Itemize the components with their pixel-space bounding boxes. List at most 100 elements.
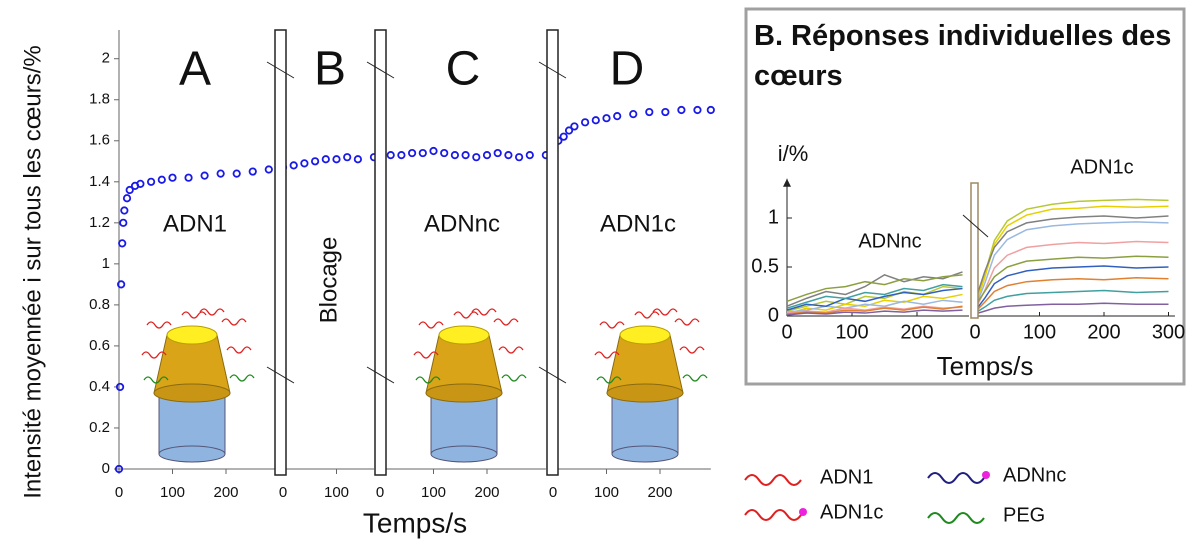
data-point — [321, 155, 330, 164]
x-tick-label: 100 — [421, 484, 446, 501]
y-tick-label: 1.8 — [89, 91, 110, 108]
y-tick-label: 1.2 — [89, 214, 110, 231]
x-tick-label: 0 — [279, 484, 287, 501]
inset-line — [974, 221, 1169, 309]
inset-x-tick-label: 200 — [900, 321, 933, 343]
strand — [674, 318, 700, 326]
data-point — [200, 171, 209, 180]
legend-label: ADNnc — [1003, 464, 1066, 486]
annotation: ADNnc — [858, 230, 921, 252]
break-mark — [962, 214, 989, 238]
inset-line — [786, 283, 963, 309]
data-point — [514, 153, 524, 162]
legend-label: ADN1 — [820, 466, 873, 488]
y-tick-label: 0.6 — [89, 337, 110, 354]
data-point — [677, 105, 686, 115]
cone-top — [619, 325, 671, 345]
inset-line — [974, 255, 1169, 307]
y-tick-label: 0.4 — [89, 378, 110, 395]
cone-base — [153, 383, 231, 403]
data-point — [559, 132, 568, 141]
inset-y-tick-label: 0.5 — [751, 255, 779, 277]
inset-line — [974, 240, 1169, 311]
data-point — [591, 116, 600, 125]
y-axis-label: Intensité moyennée i sur tous les cœurs/… — [19, 45, 46, 499]
data-point — [248, 167, 257, 176]
annotation: ADN1 — [163, 210, 227, 237]
strand — [493, 318, 519, 326]
data-point — [300, 159, 309, 168]
data-point — [602, 114, 611, 123]
inset-x-tick-label: 100 — [1023, 321, 1056, 343]
legend-icon — [927, 472, 985, 484]
break-mark — [366, 366, 395, 384]
strand — [652, 308, 678, 316]
inset-line — [786, 271, 963, 307]
data-point — [706, 105, 715, 115]
strand — [226, 346, 252, 354]
data-point — [147, 177, 156, 186]
inset-x-tick-label: 0 — [781, 321, 792, 343]
data-point — [289, 161, 298, 170]
x-tick-label: 200 — [474, 484, 499, 501]
data-point — [693, 105, 702, 115]
strand — [418, 321, 444, 329]
strand — [229, 374, 255, 382]
inset-x-tick-label: 200 — [1087, 321, 1120, 343]
x-tick-label: 0 — [115, 484, 123, 501]
data-point — [115, 382, 125, 392]
data-point — [564, 126, 574, 135]
strand — [682, 374, 708, 382]
break-mark — [538, 61, 567, 79]
inset-x-axis-label: Temps/s — [937, 351, 1034, 381]
data-point — [114, 464, 124, 474]
legend-label: PEG — [1003, 504, 1045, 526]
data-point — [136, 179, 145, 188]
data-point — [429, 146, 438, 156]
panel-label: C — [446, 43, 481, 96]
data-point — [661, 107, 670, 117]
data-point — [472, 153, 481, 162]
legend-dot — [799, 508, 807, 516]
inset-line — [786, 299, 963, 313]
data-point — [461, 151, 470, 160]
break-mark — [538, 366, 567, 384]
strand — [634, 311, 660, 319]
data-point — [386, 151, 395, 160]
strand — [679, 346, 705, 354]
y-tick-label: 0.8 — [89, 296, 110, 313]
data-point — [440, 148, 449, 158]
annotation: ADN1c — [600, 210, 676, 237]
inset-line — [974, 277, 1169, 313]
legend-icon — [744, 509, 802, 521]
cylinder-base — [158, 445, 226, 463]
axis-break — [374, 29, 387, 476]
data-point — [216, 169, 225, 178]
data-point — [353, 155, 362, 164]
y-tick-label: 1 — [102, 255, 110, 272]
axis-break — [274, 29, 287, 476]
data-point — [525, 151, 534, 160]
cone-base — [425, 383, 503, 403]
strand — [199, 308, 225, 316]
inset-frame — [744, 7, 1186, 386]
data-point — [118, 239, 127, 248]
inset-x-tick-label: 100 — [835, 321, 868, 343]
data-point — [580, 118, 590, 127]
break-mark — [266, 366, 295, 384]
strand — [141, 351, 167, 359]
legend-dot — [982, 471, 990, 479]
strand — [594, 351, 620, 359]
break-mark — [266, 61, 295, 79]
inset-title: B. Réponses individuelles des cœurs — [754, 20, 1172, 92]
y-tick-label: 2 — [102, 50, 110, 67]
inset-x-tick-label: 300 — [1152, 321, 1185, 343]
y-tick-label: 0 — [102, 460, 110, 477]
cone-base — [606, 383, 684, 403]
inset-line — [974, 265, 1169, 312]
inset-line — [786, 309, 963, 316]
strand — [143, 376, 169, 384]
inset-axis-break — [970, 182, 979, 319]
data-point — [122, 194, 132, 203]
